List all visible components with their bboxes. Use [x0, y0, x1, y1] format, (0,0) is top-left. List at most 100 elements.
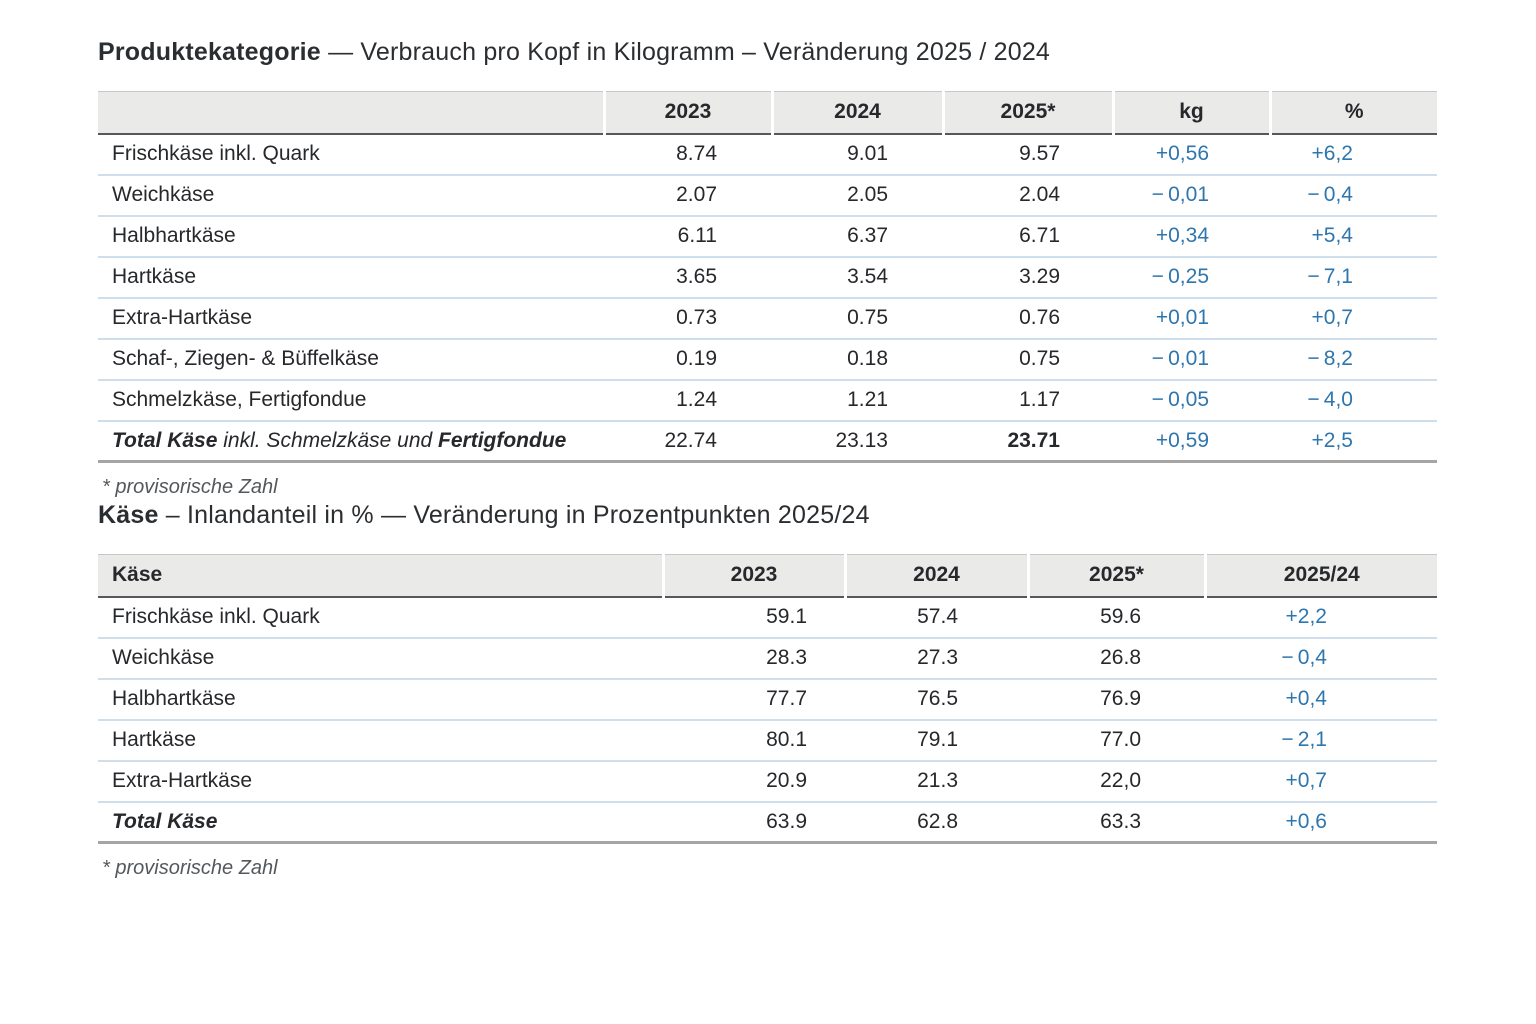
change-value-cell: − 0,4 [1307, 183, 1353, 206]
change-value-cell: +6,2 [1311, 142, 1353, 165]
row-label: Weichkäse [98, 638, 663, 679]
row-label-segment: Extra-Hartkäse [112, 769, 253, 792]
change-value-cell: +5,4 [1311, 224, 1353, 247]
row-label: Hartkäse [98, 720, 663, 761]
consumption-table-title: Produktekategorie — Verbrauch pro Kopf i… [98, 36, 1437, 68]
change-value-cell: +2,2 [1285, 605, 1327, 628]
value-cell: 26.8 [1100, 646, 1141, 669]
table-row: Halbhartkäse 6.11 6.37 6.71 +0,34 +5,4 [98, 216, 1437, 257]
value-cell: 79.1 [917, 728, 958, 751]
row-label-segment: Frischkäse inkl. Quark [112, 142, 320, 165]
value-cell: 63.3 [1100, 809, 1141, 833]
value-cell: 2.07 [676, 183, 717, 206]
change-value-cell: − 7,1 [1307, 265, 1353, 288]
table-row: Extra-Hartkäse 0.73 0.75 0.76 +0,01 +0,7 [98, 298, 1437, 339]
header-row: 2023 2024 2025* kg % [98, 91, 1437, 134]
row-label: Extra-Hartkäse [98, 761, 663, 802]
column-header-2023: 2023 [602, 91, 772, 134]
value-cell: 57.4 [917, 605, 958, 628]
change-value-cell: − 0,01 [1151, 183, 1209, 206]
value-cell: 22,0 [1100, 769, 1141, 792]
column-header-empty [98, 92, 604, 134]
column-header-2024: 2024 [843, 554, 1028, 597]
row-label: Schmelzkäse, Fertigfondue [98, 380, 604, 421]
column-header-2023: 2023 [661, 554, 845, 597]
row-label: Halbhartkäse [98, 216, 604, 257]
value-cell: 28.3 [766, 646, 807, 669]
row-label: Hartkäse [98, 257, 604, 298]
value-cell: 6.11 [677, 224, 717, 247]
value-cell: 6.71 [1019, 224, 1060, 247]
inland-share-table-header: Käse 2023 2024 2025* 2025/24 [98, 554, 1437, 597]
change-value-cell: +2,5 [1311, 428, 1353, 452]
value-cell: 59.6 [1100, 605, 1141, 628]
value-cell: 80.1 [766, 728, 807, 751]
row-label: Frischkäse inkl. Quark [98, 134, 604, 175]
change-value-cell: +0,7 [1311, 306, 1353, 329]
change-value-cell: − 0,05 [1151, 388, 1209, 411]
value-cell: 0.19 [676, 347, 717, 370]
change-value-cell: − 0,25 [1151, 265, 1209, 288]
row-label-segment: Schmelzkäse, Fertigfondue [112, 388, 367, 411]
value-cell: 22.74 [664, 428, 717, 452]
value-cell: 9.57 [1019, 142, 1060, 165]
row-label: Frischkäse inkl. Quark [98, 597, 663, 638]
change-value-cell: +0,6 [1285, 809, 1327, 833]
value-cell: 3.65 [676, 265, 717, 288]
row-label-segment: Frischkäse inkl. Quark [112, 605, 320, 628]
row-label: Extra-Hartkäse [98, 298, 604, 339]
value-cell: 3.54 [847, 265, 888, 288]
value-cell: 21.3 [917, 769, 958, 792]
row-label-segment: inkl. Schmelzkäse und [217, 428, 439, 452]
value-cell: 59.1 [766, 605, 807, 628]
row-label-segment: Hartkäse [112, 728, 197, 751]
value-cell: 0.75 [847, 306, 888, 329]
change-value-cell: − 2,1 [1281, 728, 1327, 751]
column-header-percent: % [1268, 91, 1437, 134]
value-cell: 62.8 [917, 809, 958, 833]
row-label: Halbhartkäse [98, 679, 663, 720]
value-cell: 0.73 [676, 306, 717, 329]
value-cell: 76.9 [1100, 687, 1141, 710]
row-label-segment: Total Käse [112, 809, 218, 833]
row-label-segment: Weichkäse [112, 646, 215, 669]
change-value-cell: +0,56 [1155, 142, 1209, 165]
title-rest-segment: — Verbrauch pro Kopf in Kilogramm – Verä… [320, 38, 1051, 66]
value-cell: 0.18 [847, 347, 888, 370]
column-header-2025: 2025* [941, 91, 1113, 134]
table-row: Hartkäse 80.1 79.1 77.0 − 2,1 [98, 720, 1437, 761]
table-row: Halbhartkäse 77.7 76.5 76.9 +0,4 [98, 679, 1437, 720]
consumption-table: 2023 2024 2025* kg % Frischkäse inkl. Qu… [98, 91, 1437, 463]
table-row: Weichkäse 28.3 27.3 26.8 − 0,4 [98, 638, 1437, 679]
table-row: Schmelzkäse, Fertigfondue 1.24 1.21 1.17 − 0… [98, 380, 1437, 421]
table-row: Frischkäse inkl. Quark 59.1 57.4 59.6 +2,2 [98, 597, 1437, 638]
title-rest-segment: – Inlandanteil in % — Veränderung in Pro… [158, 501, 870, 529]
title-bold-segment: Käse [98, 501, 159, 529]
value-cell: 1.24 [676, 388, 717, 411]
footnote-provisional-1: * provisorische Zahl [102, 476, 278, 498]
change-value-cell: − 0,01 [1151, 347, 1209, 370]
value-cell: 23.13 [835, 428, 888, 452]
column-header-2025: 2025* [1026, 554, 1205, 597]
column-header-kaese: Käse [112, 563, 163, 587]
value-cell: 9.01 [847, 142, 888, 165]
value-cell: 8.74 [676, 142, 717, 165]
row-label-segment: Schaf-, Ziegen- & Büffelkäse [112, 347, 379, 370]
row-label-segment: Weichkäse [112, 183, 215, 206]
table-total-row: Total Käse inkl. Schmelzkäse und Fertigf… [98, 421, 1437, 462]
change-value-cell: +0,4 [1285, 687, 1327, 710]
footnote-provisional-2: * provisorische Zahl [102, 857, 278, 879]
inland-share-table-title: Käse – Inlandanteil in % — Veränderung i… [98, 499, 1437, 531]
value-cell: 0.76 [1019, 306, 1060, 329]
table-row: Frischkäse inkl. Quark 8.74 9.01 9.57 +0,56 +… [98, 134, 1437, 175]
row-label: Weichkäse [98, 175, 604, 216]
row-label: Schaf-, Ziegen- & Büffelkäse [98, 339, 604, 380]
change-value-cell: +0,59 [1155, 428, 1209, 452]
row-label-segment: Halbhartkäse [112, 687, 236, 710]
value-cell: 23.71 [1007, 428, 1060, 452]
change-value-cell: − 8,2 [1307, 347, 1353, 370]
header-row: Käse 2023 2024 2025* 2025/24 [98, 554, 1437, 597]
value-cell: 77.0 [1100, 728, 1141, 751]
row-label-segment: Total Käse [112, 428, 218, 452]
table-total-row: Total Käse 63.9 62.8 63.3 +0,6 [98, 802, 1437, 843]
